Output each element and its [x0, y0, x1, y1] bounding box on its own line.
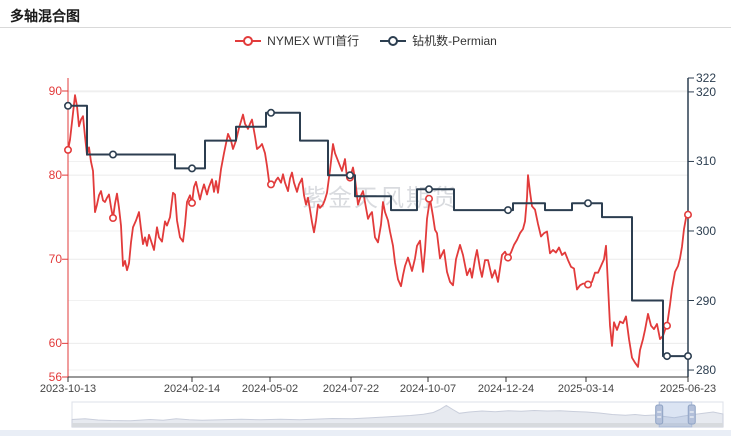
data-point-marker[interactable]: [683, 210, 692, 219]
x-axis-date-label: 2025-06-23: [659, 383, 717, 395]
data-point-marker[interactable]: [188, 164, 197, 173]
legend-item-wti[interactable]: NYMEX WTI首行: [234, 32, 359, 49]
data-point-marker[interactable]: [503, 253, 512, 262]
data-point-marker[interactable]: [64, 145, 73, 154]
data-point-marker[interactable]: [583, 280, 592, 289]
y-axis-right-label: 280: [696, 363, 717, 378]
data-point-marker[interactable]: [109, 214, 118, 223]
datazoom-handle-right[interactable]: [687, 404, 696, 425]
title-divider: [0, 27, 731, 28]
datazoom-handle-left[interactable]: [655, 404, 664, 425]
legend-label-wti: NYMEX WTI首行: [267, 34, 360, 48]
x-axis-date-label: 2024-02-14: [163, 383, 221, 395]
legend-label-rigs: 钻机数-Permian: [412, 34, 497, 48]
data-point-marker[interactable]: [345, 171, 354, 180]
data-point-marker[interactable]: [583, 199, 592, 208]
x-axis-date-label: 2023-10-13: [39, 383, 97, 395]
y-axis-left-label: 70: [48, 252, 62, 267]
line-circle-marker-icon: [235, 35, 262, 46]
chart-legend: NYMEX WTI首行 钻机数-Permian: [0, 32, 731, 49]
x-axis-date-label: 2025-03-14: [557, 383, 615, 395]
series-line-rigs[interactable]: [67, 104, 689, 358]
page-title: 多轴混合图: [10, 8, 80, 24]
y-axis-right-label: 310: [696, 154, 717, 169]
y-axis-right-label: 320: [696, 84, 717, 99]
data-point-marker[interactable]: [109, 150, 118, 159]
x-axis-date-label: 2024-07-22: [322, 383, 380, 395]
y-axis-right-label: 290: [696, 293, 717, 308]
data-point-marker[interactable]: [662, 352, 671, 361]
datazoom-baseline-strip: [72, 423, 723, 427]
data-point-marker[interactable]: [683, 352, 692, 361]
data-point-marker[interactable]: [266, 180, 275, 189]
page-footer-strip: [0, 430, 731, 436]
data-point-marker[interactable]: [503, 206, 512, 215]
y-axis-left-label: 56: [48, 370, 62, 384]
data-point-marker[interactable]: [662, 321, 671, 330]
series-line-wti[interactable]: [67, 94, 689, 368]
y-axis-right-label: 322: [696, 71, 717, 85]
data-point-marker[interactable]: [188, 198, 197, 207]
y-axis-right-label: 300: [696, 223, 717, 238]
legend-item-rigs[interactable]: 钻机数-Permian: [379, 32, 497, 49]
data-point-marker[interactable]: [424, 185, 433, 194]
datazoom-selected-window[interactable]: [658, 401, 693, 428]
data-point-marker[interactable]: [266, 108, 275, 117]
y-axis-left-label: 80: [48, 168, 62, 183]
x-axis-date-label: 2024-05-02: [241, 383, 299, 395]
data-point-marker[interactable]: [424, 194, 433, 203]
data-point-marker[interactable]: [64, 101, 73, 110]
y-axis-left-label: 90: [48, 84, 62, 98]
y-axis-left-label: 60: [48, 336, 62, 351]
line-circle-marker-icon: [380, 35, 407, 46]
x-axis-date-label: 2024-10-07: [399, 383, 457, 395]
x-axis-date-label: 2024-12-24: [477, 383, 535, 395]
